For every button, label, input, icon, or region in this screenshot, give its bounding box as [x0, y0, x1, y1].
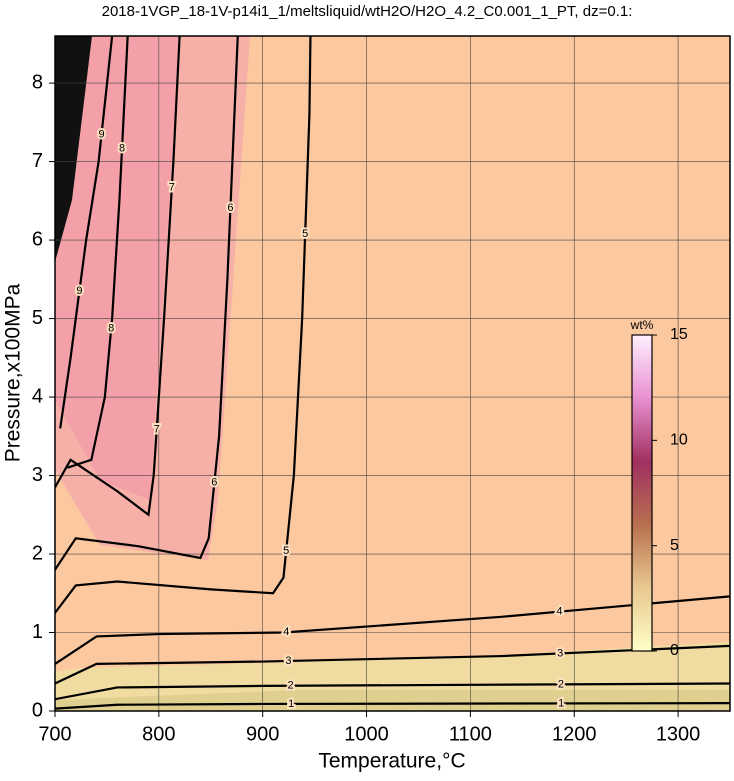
x-tick-label: 1300: [656, 723, 701, 745]
contour-line: [67, 36, 129, 469]
y-tick-label: 2: [32, 542, 43, 564]
x-tick-label: 900: [246, 723, 279, 745]
contour-label: 2: [558, 678, 564, 690]
colorbar-tick-label: 15: [670, 326, 688, 343]
plot-background: [55, 36, 730, 711]
contour-line: [55, 36, 239, 571]
contour-label: 4: [556, 606, 562, 618]
chart-title: 2018-1VGP_18-1V-p14i1_1/meltsliquid/wtH2…: [102, 3, 633, 20]
y-tick-label: 7: [32, 150, 43, 172]
contour-line: [55, 36, 312, 614]
colorbar-tick-label: 5: [670, 537, 679, 554]
contour-label: 9: [98, 128, 104, 140]
colorbar-scale: [631, 334, 653, 652]
contour-label: 3: [557, 647, 563, 659]
contour-label: 3: [285, 655, 291, 667]
field-fill: [55, 690, 730, 711]
contour-label: 6: [211, 477, 217, 489]
y-tick-label: 5: [32, 307, 43, 329]
field-fill: [55, 36, 92, 262]
y-tick-label: 3: [32, 464, 43, 486]
x-tick-label: 1000: [344, 723, 389, 745]
colorbar-label: wt%: [630, 318, 654, 332]
contour-line: [55, 702, 730, 710]
x-axis-label: Temperature,°C: [318, 750, 465, 773]
y-tick-label: 4: [32, 385, 43, 407]
x-tick-label: 1100: [449, 723, 492, 745]
y-tick-label: 0: [32, 699, 43, 721]
colorbar: wt% 0 5 10 15: [630, 318, 688, 659]
contour-label: 1: [558, 697, 564, 709]
contour-label: 2: [287, 680, 293, 692]
contour-label: 6: [227, 202, 233, 214]
contour-label: 5: [302, 228, 308, 240]
contour-label: 1: [288, 698, 294, 710]
y-tick-label: 1: [32, 621, 43, 643]
contour-label: 7: [169, 181, 175, 193]
contour-line: [59, 36, 114, 429]
contour-line: [55, 682, 730, 701]
plot-frame: [54, 35, 731, 712]
colorbar-tick-label: 10: [670, 432, 688, 449]
y-tick-label: 6: [32, 228, 43, 250]
contour-label: 5: [283, 545, 289, 557]
contours: 1 1 2 2 3 3 4 4 5 5 6 6 7 7 8 8 9 9: [55, 36, 730, 711]
x-tick-label: 700: [38, 723, 71, 745]
field-fill: [55, 36, 180, 500]
y-axis-label: Pressure,x100MPa: [2, 283, 25, 462]
contour-label: 8: [108, 323, 114, 335]
contour-label: 9: [76, 285, 82, 297]
y-tick-label: 8: [32, 71, 43, 93]
colorbar-tick-label: 0: [670, 642, 679, 659]
contour-line: [55, 595, 730, 665]
contour-label: 8: [119, 143, 125, 155]
contour-line: [55, 644, 730, 685]
contour-label: 4: [283, 626, 289, 638]
x-tick-label: 1200: [552, 723, 597, 745]
x-tick-label: 800: [142, 723, 175, 745]
contour-label: 7: [154, 424, 160, 436]
